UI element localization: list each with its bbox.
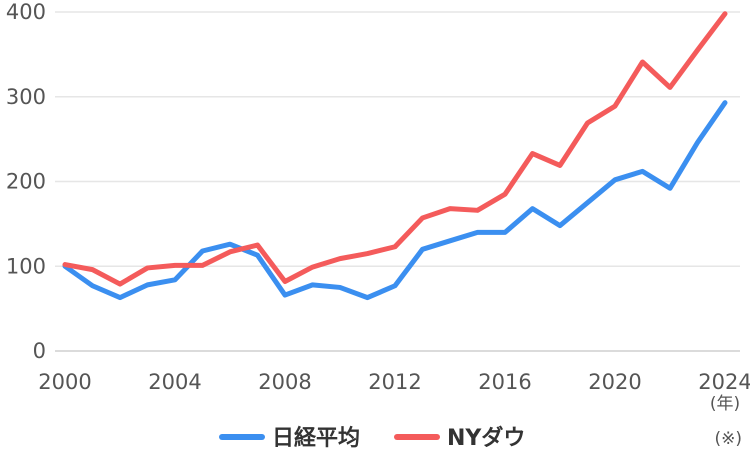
x-tick-label: 2004 (148, 370, 201, 394)
x-tick-label: 2016 (478, 370, 531, 394)
x-tick-label: 2020 (588, 370, 641, 394)
legend-label: NYダウ (447, 425, 525, 450)
y-tick-label: 400 (6, 0, 46, 24)
legend-label: 日経平均 (272, 425, 360, 450)
y-axis-ticks: 0 100 200 300 400 (6, 0, 46, 363)
y-tick-label: 300 (6, 85, 46, 109)
series-line-1 (62, 100, 728, 301)
x-tick-label: 2012 (368, 370, 421, 394)
y-tick-label: 0 (33, 339, 46, 363)
x-tick-label: 2008 (258, 370, 311, 394)
footnote-mark: (※) (714, 429, 742, 449)
series-lines (62, 11, 728, 301)
y-tick-label: 200 (6, 170, 46, 194)
x-axis-unit: (年) (710, 394, 740, 414)
series-line-2 (62, 11, 728, 287)
x-tick-label: 2000 (38, 370, 91, 394)
x-tick-label: 2024 (698, 370, 750, 394)
gridlines (55, 11, 740, 352)
y-tick-label: 100 (6, 254, 46, 278)
x-axis-ticks: 2000 2004 2008 2012 2016 2020 2024 (38, 370, 750, 394)
legend: 日経平均 NYダウ (219, 425, 525, 450)
